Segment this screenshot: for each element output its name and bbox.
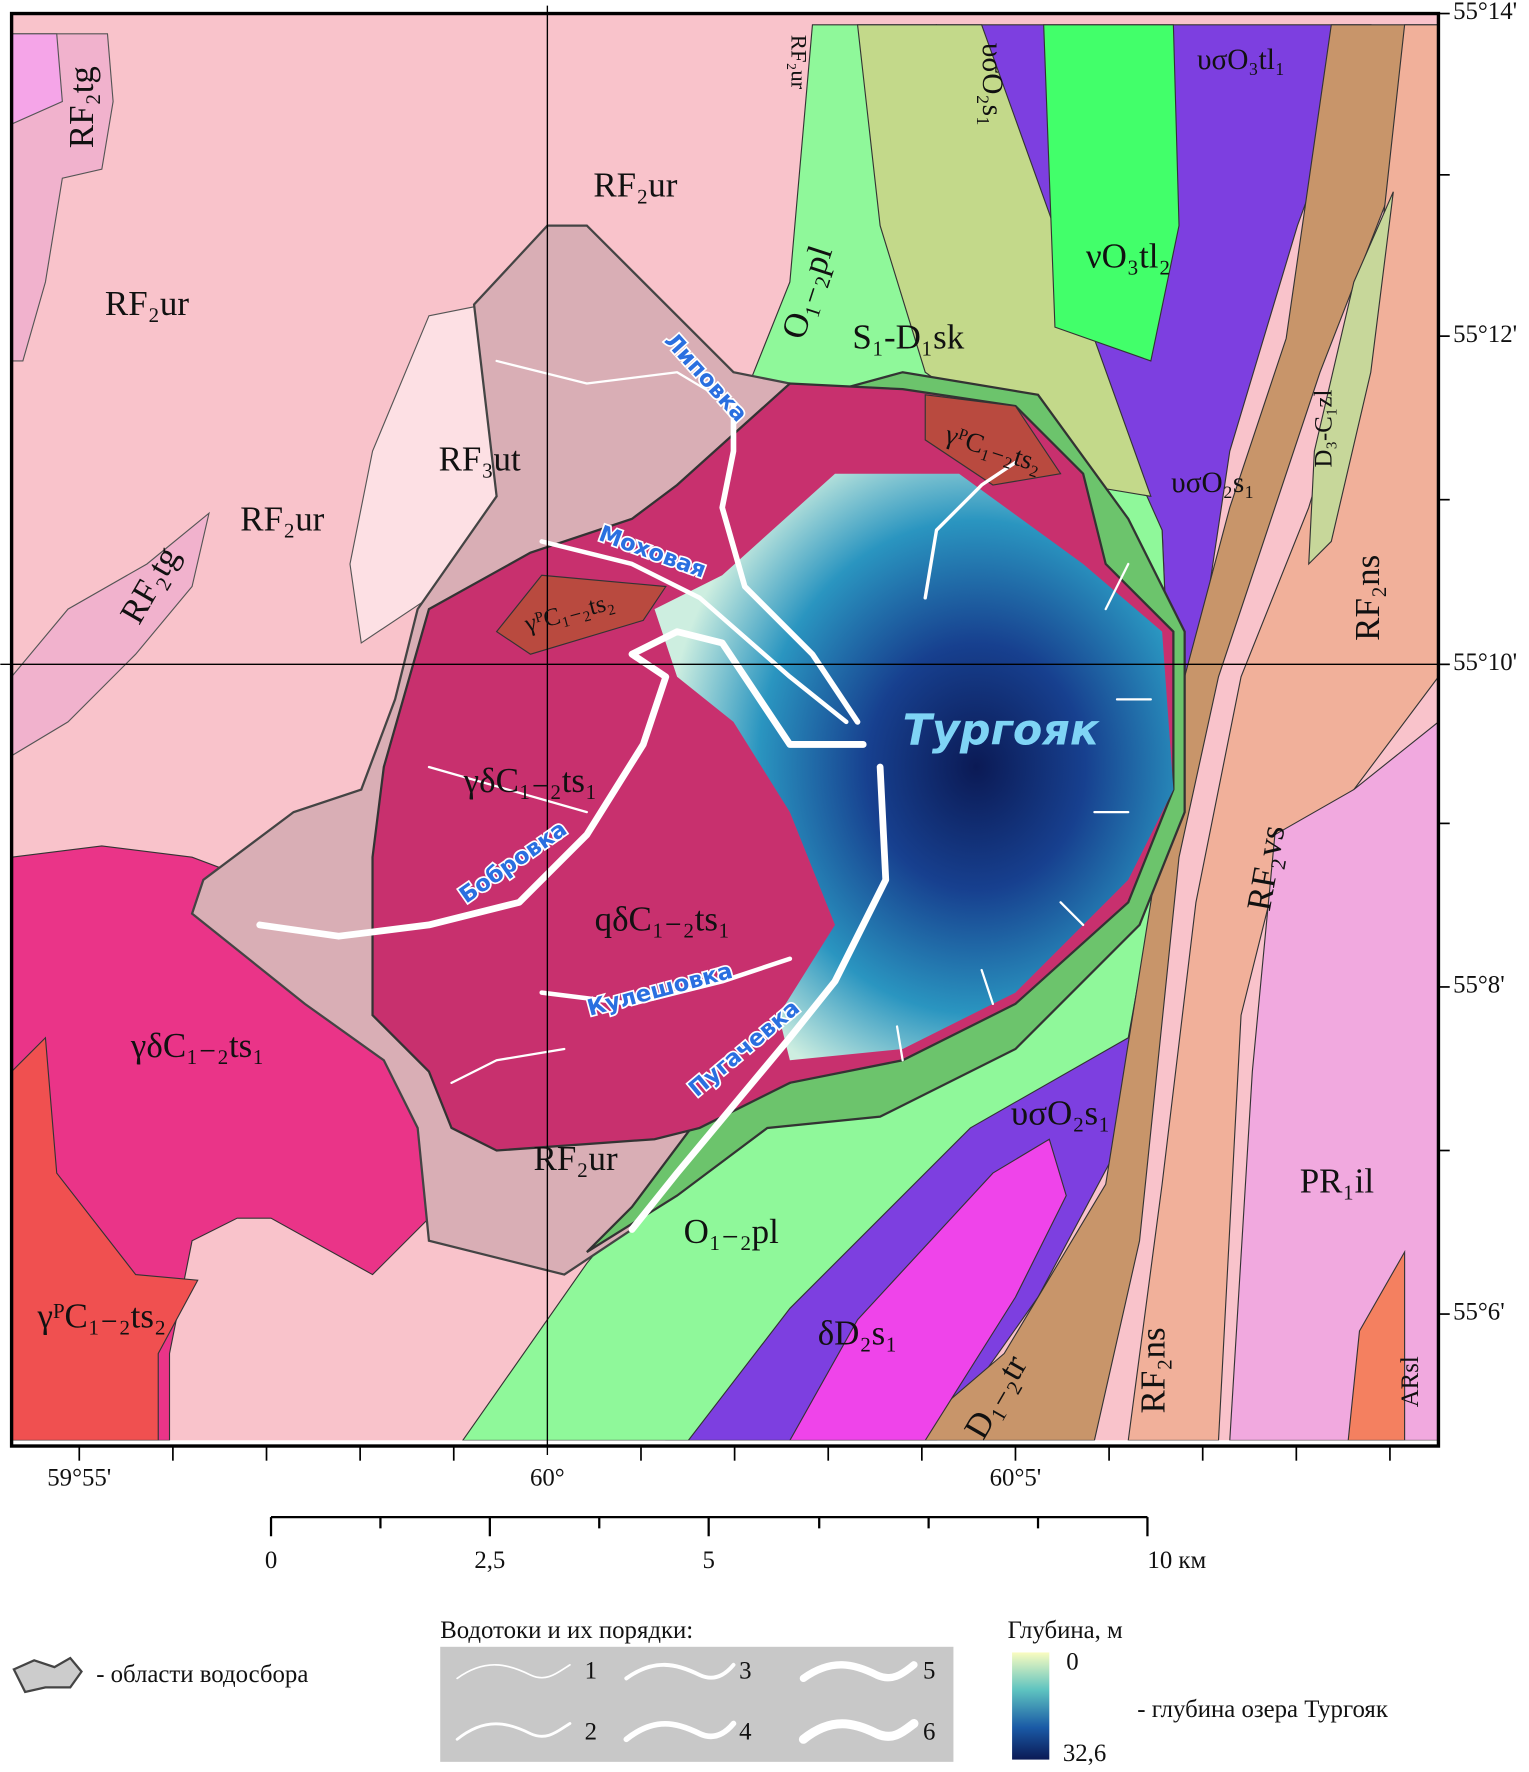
label: 32,6 <box>1063 1740 1106 1767</box>
map-shape <box>799 1661 918 1683</box>
unit-label: PR₁il <box>1300 1161 1375 1200</box>
unit-label: RF₂ns <box>1133 1327 1172 1413</box>
unit-label: RF₂ur <box>593 165 677 204</box>
label: 55°12' <box>1453 321 1517 348</box>
map-shape <box>12 1656 83 1694</box>
label: 55°6' <box>1453 1299 1505 1326</box>
unit-label: γδC₁₋₂ts₁ <box>130 1026 265 1065</box>
unit-label: γδC₁₋₂ts₁ <box>463 761 598 800</box>
unit-label: υσO₂s₁ <box>976 43 1008 126</box>
map-shape <box>1347 1249 1406 1441</box>
map-shape <box>1043 24 1180 362</box>
unit-label: RF₂ur <box>786 35 811 90</box>
label: 3 <box>739 1657 751 1684</box>
label: 60°5' <box>990 1465 1042 1492</box>
unit-label: υσO₂s₁ <box>1011 1094 1110 1133</box>
rect-element <box>440 1646 954 1762</box>
map-shape <box>623 1720 737 1743</box>
label: 0 <box>265 1547 277 1574</box>
label: 5 <box>702 1547 714 1574</box>
label: 2 <box>585 1718 597 1745</box>
unit-label: υσO₃tl₁ <box>1197 44 1285 76</box>
unit-label: γᴾC₁₋₂ts₂ <box>36 1297 166 1336</box>
unit-label: Тургояк <box>903 706 1100 756</box>
unit-label: RF₂ur <box>534 1139 618 1178</box>
g-element <box>269 1517 1149 1537</box>
label: Водотоки и их порядки: <box>440 1617 693 1644</box>
label: 55°14' <box>1453 0 1517 25</box>
unit-label: RF₂tg <box>62 66 101 148</box>
frame-ticks <box>78 12 1450 1461</box>
map-shape <box>455 1722 572 1741</box>
unit-label: O₁₋₂pl <box>684 1212 780 1251</box>
unit-label: δD₂s₁ <box>818 1314 898 1353</box>
label: 55°10' <box>1453 649 1517 676</box>
unit-label: qδC₁₋₂ts₁ <box>595 900 731 939</box>
map-shape <box>539 539 849 725</box>
map-shape <box>495 574 667 655</box>
map-shape <box>798 1718 919 1744</box>
rect-element <box>1012 1652 1050 1760</box>
map-shape <box>624 1662 736 1681</box>
label: 10 км <box>1147 1547 1206 1574</box>
g-element <box>455 1661 919 1744</box>
map-shape <box>789 1138 1067 1441</box>
unit-label: νO₃tl₂ <box>1086 236 1171 275</box>
label: 2,5 <box>474 1547 505 1574</box>
streams <box>256 359 1152 1233</box>
label: Глубина, м <box>1008 1617 1123 1644</box>
map-shape <box>11 511 210 757</box>
label: 4 <box>739 1718 752 1745</box>
label: - глубина озера Тургояк <box>1137 1696 1389 1723</box>
map-shape <box>456 1663 571 1680</box>
legend: - области водосбора Водотоки и их порядк… <box>12 1617 1389 1767</box>
label: 1 <box>585 1657 597 1684</box>
unit-label: RF₃ut <box>439 439 521 478</box>
map-shape <box>495 359 735 408</box>
label: 55°8' <box>1453 972 1505 999</box>
map-shape <box>628 763 890 1233</box>
map-shape <box>11 1036 199 1441</box>
coordinate-labels: 55°14' 55°12' 55°10' 55°8' 55°6' 59°55' … <box>47 0 1517 1492</box>
label: - области водосбора <box>96 1661 308 1688</box>
label: 60° <box>530 1465 565 1492</box>
label: 59°55' <box>47 1465 111 1492</box>
map-shape <box>256 628 867 940</box>
map-shape <box>427 765 588 814</box>
map-shape <box>924 394 1062 486</box>
map-shape <box>539 956 793 1007</box>
map-shape <box>1308 191 1394 566</box>
scale-bar: 0 2,5 5 10 км <box>265 1515 1206 1574</box>
unit-label: RF₂ur <box>240 499 324 538</box>
unit-label: D₃-C₁zl <box>1310 390 1337 468</box>
map-shape <box>719 403 861 725</box>
map-shape <box>11 33 114 362</box>
label: 5 <box>923 1657 935 1684</box>
unit-label: ARsl <box>1397 1356 1424 1407</box>
map-frame <box>9 11 1441 1448</box>
map-shape <box>1229 721 1439 1441</box>
label: 0 <box>1066 1648 1078 1675</box>
unit-label: S₁-D₁sk <box>852 318 964 357</box>
map-shape <box>11 33 63 125</box>
unit-label: υσO₂s₁ <box>1171 467 1254 499</box>
unit-label: RF₂ns <box>1348 555 1387 641</box>
map-shape <box>895 562 1152 1062</box>
map-shape <box>450 1047 566 1084</box>
map-shape <box>654 473 1174 1061</box>
label: 6 <box>923 1718 935 1745</box>
unit-label: RF₂ur <box>105 284 189 323</box>
map-shape <box>923 460 1018 600</box>
map-body <box>11 13 1439 1441</box>
